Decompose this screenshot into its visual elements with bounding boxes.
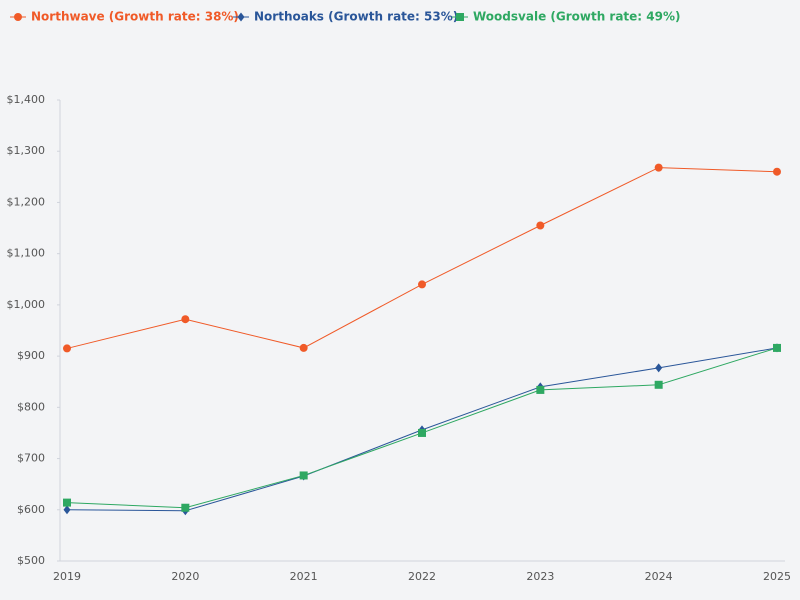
- y-tick-label: $1,200: [7, 195, 46, 208]
- point: [181, 503, 190, 512]
- point: [418, 280, 426, 289]
- point: [456, 13, 464, 21]
- point: [63, 505, 71, 515]
- x-tick-label: 2024: [645, 570, 673, 583]
- legend-label: Northwave (Growth rate: 38%): [31, 10, 239, 24]
- x-tick-label: 2022: [408, 570, 436, 583]
- point: [181, 315, 190, 324]
- point: [654, 380, 663, 389]
- point: [655, 363, 663, 373]
- point: [536, 221, 545, 230]
- point: [63, 498, 71, 507]
- point: [299, 343, 308, 352]
- point: [773, 343, 781, 352]
- point: [63, 344, 71, 353]
- x-tick-label: 2023: [526, 570, 554, 583]
- legend-label: Woodsvale (Growth rate: 49%): [473, 10, 681, 24]
- y-tick-label: $1,400: [7, 93, 46, 106]
- legend-label: Northoaks (Growth rate: 53%): [254, 10, 458, 24]
- y-tick-label: $600: [17, 503, 45, 516]
- point: [237, 12, 245, 22]
- y-tick-label: $1,100: [7, 247, 46, 260]
- x-tick-label: 2025: [763, 570, 791, 583]
- y-tick-label: $700: [17, 452, 45, 465]
- point: [14, 13, 22, 21]
- point: [536, 385, 545, 394]
- point: [773, 167, 781, 176]
- y-tick-label: $1,000: [7, 298, 46, 311]
- x-tick-label: 2021: [290, 570, 318, 583]
- y-tick-label: $800: [17, 400, 45, 413]
- y-tick-label: $900: [17, 349, 45, 362]
- y-tick-label: $1,300: [7, 144, 46, 157]
- x-tick-label: 2019: [53, 570, 81, 583]
- legend: Northwave (Growth rate: 38%) Northoaks (G…: [10, 10, 681, 24]
- series-line: [66, 167, 778, 349]
- point: [299, 471, 308, 480]
- x-tick-label: 2020: [171, 570, 199, 583]
- y-tick-label: $500: [17, 554, 45, 567]
- point: [418, 428, 426, 437]
- point: [654, 163, 663, 172]
